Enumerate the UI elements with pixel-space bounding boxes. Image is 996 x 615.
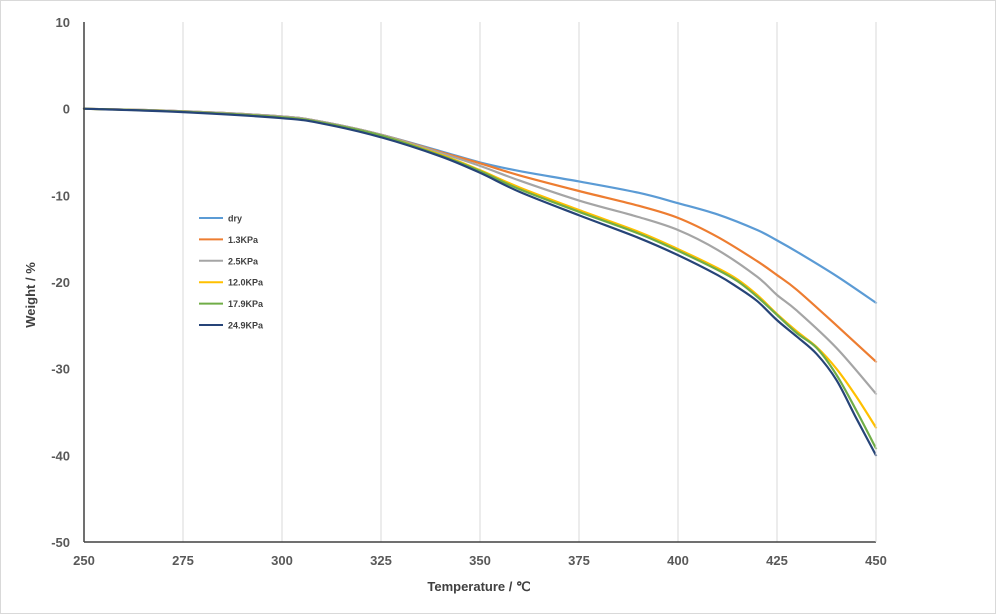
series-line-24-9kpa	[82, 107, 878, 457]
y-axis-title: Weight / %	[23, 262, 38, 328]
x-tick-label: 250	[73, 553, 95, 568]
legend-label: 2.5KPa	[228, 256, 259, 266]
legend: dry 1.3KPa 2.5KPa 12.0KPa 17.9KPa 24.9KPa	[199, 214, 264, 331]
legend-label: 12.0KPa	[228, 278, 264, 288]
y-tick-label: 10	[56, 15, 70, 30]
axes: 250 275 300 325 350 375 400 425 450 10 0 -10 -20 -30 -…	[51, 15, 887, 568]
series-layer	[82, 107, 878, 457]
x-tick-label: 400	[667, 553, 689, 568]
y-tick-label: -20	[51, 275, 70, 290]
x-tick-label: 450	[865, 553, 887, 568]
x-tick-label: 275	[172, 553, 194, 568]
y-tick-label: 0	[63, 102, 70, 117]
y-tick-label: -10	[51, 188, 70, 203]
legend-label: 1.3KPa	[228, 235, 259, 245]
y-tick-label: -30	[51, 362, 70, 377]
gridlines	[182, 22, 877, 542]
x-axis-title: Temperature / ℃	[427, 579, 530, 594]
x-tick-label: 375	[568, 553, 590, 568]
legend-label: 24.9KPa	[228, 321, 264, 331]
x-tick-label: 350	[469, 553, 491, 568]
x-tick-label: 425	[766, 553, 788, 568]
y-tick-label: -50	[51, 535, 70, 550]
legend-label: 17.9KPa	[228, 299, 264, 309]
legend-label: dry	[228, 214, 242, 224]
x-tick-label: 325	[370, 553, 392, 568]
x-tick-label: 300	[271, 553, 293, 568]
y-tick-label: -40	[51, 448, 70, 463]
